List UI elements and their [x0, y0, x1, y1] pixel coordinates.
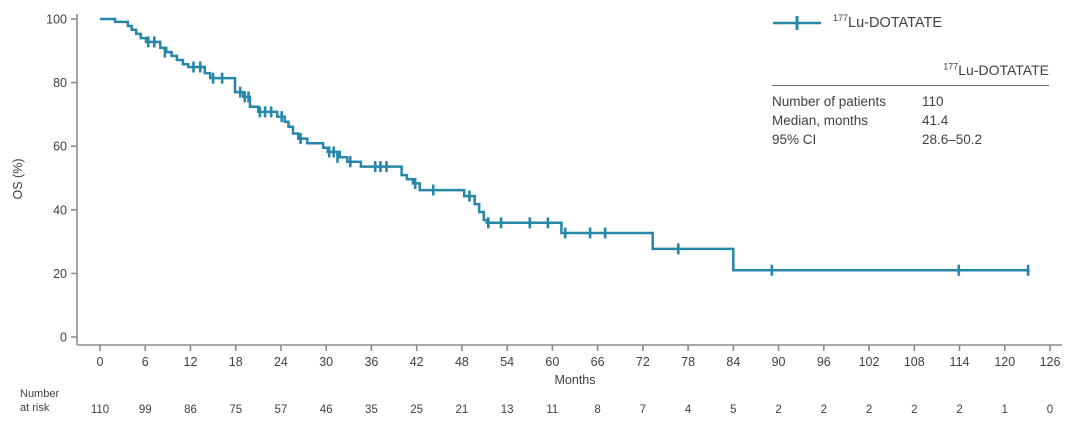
- y-axis-title: OS (%): [11, 159, 25, 200]
- at-risk-value: 0: [1047, 404, 1053, 416]
- x-tick-label: 18: [229, 355, 243, 369]
- at-risk-value: 7: [640, 404, 646, 416]
- y-tick-label: 40: [53, 203, 67, 217]
- at-risk-value: 110: [91, 404, 109, 416]
- km-curve: [100, 17, 1030, 272]
- x-tick-label: 120: [994, 355, 1015, 369]
- x-axis-title: Months: [555, 373, 596, 387]
- x-tick-label: 66: [591, 355, 605, 369]
- y-tick-label: 60: [53, 140, 67, 154]
- legend-name: Lu-DOTATATE: [848, 15, 943, 31]
- at-risk-value: 75: [229, 404, 242, 416]
- at-risk-value: 2: [821, 404, 827, 416]
- at-risk-value: 2: [866, 404, 872, 416]
- x-tick-label: 108: [904, 355, 925, 369]
- legend-isotope: 177: [833, 13, 849, 24]
- stats-row: Number of patients 110: [772, 92, 1049, 111]
- x-tick-label: 0: [97, 355, 104, 369]
- x-tick-label: 54: [500, 355, 514, 369]
- at-risk-value: 2: [775, 404, 781, 416]
- legend: 177Lu-DOTATATE: [772, 14, 942, 32]
- x-tick-label: 78: [681, 355, 695, 369]
- at-risk-value: 99: [139, 404, 152, 416]
- stats-header-name: Lu-DOTATATE: [958, 62, 1049, 78]
- x-tick-label: 42: [410, 355, 424, 369]
- at-risk-value: 4: [685, 404, 692, 416]
- y-tick-label: 100: [46, 13, 67, 27]
- x-tick-label: 102: [859, 355, 880, 369]
- x-tick-label: 12: [184, 355, 198, 369]
- stats-header-isotope: 177: [943, 61, 959, 72]
- x-tick-label: 24: [274, 355, 288, 369]
- legend-label: 177Lu-DOTATATE: [833, 13, 943, 31]
- stats-row-label: 95% CI: [772, 132, 817, 147]
- at-risk-axis-label: Number at risk: [20, 387, 59, 415]
- stats-rows: Number of patients 110 Median, months 41.4 9…: [772, 86, 1049, 149]
- at-risk-value: 1: [1002, 404, 1008, 416]
- stats-table: 177Lu-DOTATATE Number of patients 110 Medi…: [772, 62, 1049, 149]
- y-tick-label: 80: [53, 76, 67, 90]
- stats-table-header: 177Lu-DOTATATE: [772, 62, 1049, 86]
- at-risk-value: 13: [501, 404, 514, 416]
- at-risk-value: 2: [911, 404, 917, 416]
- y-tick-label: 20: [53, 267, 67, 281]
- x-tick-label: 60: [545, 355, 559, 369]
- x-tick-label: 30: [319, 355, 333, 369]
- at-risk-value: 21: [456, 404, 469, 416]
- stats-row-value: 41.4: [922, 113, 949, 128]
- x-tick-label: 84: [726, 355, 740, 369]
- at-risk-value: 2: [956, 404, 962, 416]
- x-tick-label: 6: [142, 355, 149, 369]
- x-tick-label: 114: [950, 355, 970, 369]
- at-risk-value: 57: [275, 404, 288, 416]
- at-risk-label-line1: Number: [20, 388, 60, 400]
- x-tick-label: 72: [636, 355, 650, 369]
- x-tick-label: 48: [455, 355, 469, 369]
- at-risk-label-line2: at risk: [20, 402, 50, 414]
- x-tick-label: 90: [772, 355, 786, 369]
- at-risk-value: 11: [546, 404, 558, 416]
- at-risk-value: 86: [184, 404, 197, 416]
- at-risk-value: 8: [594, 404, 600, 416]
- x-tick-label: 36: [364, 355, 378, 369]
- at-risk-value: 5: [730, 404, 736, 416]
- y-tick-label: 0: [60, 331, 67, 345]
- at-risk-value: 35: [365, 404, 378, 416]
- stats-row-label: Median, months: [772, 113, 869, 128]
- legend-line-icon: [773, 16, 821, 30]
- x-tick-label: 126: [1040, 355, 1061, 369]
- x-tick-label: 96: [817, 355, 831, 369]
- stats-row-value: 110: [922, 94, 944, 109]
- stats-row: 95% CI 28.6–50.2: [772, 130, 1049, 149]
- at-risk-value: 25: [410, 404, 423, 416]
- stats-row-label: Number of patients: [772, 94, 887, 109]
- at-risk-value: 46: [320, 404, 333, 416]
- stats-row-value: 28.6–50.2: [922, 132, 983, 147]
- stats-row: Median, months 41.4: [772, 111, 1049, 130]
